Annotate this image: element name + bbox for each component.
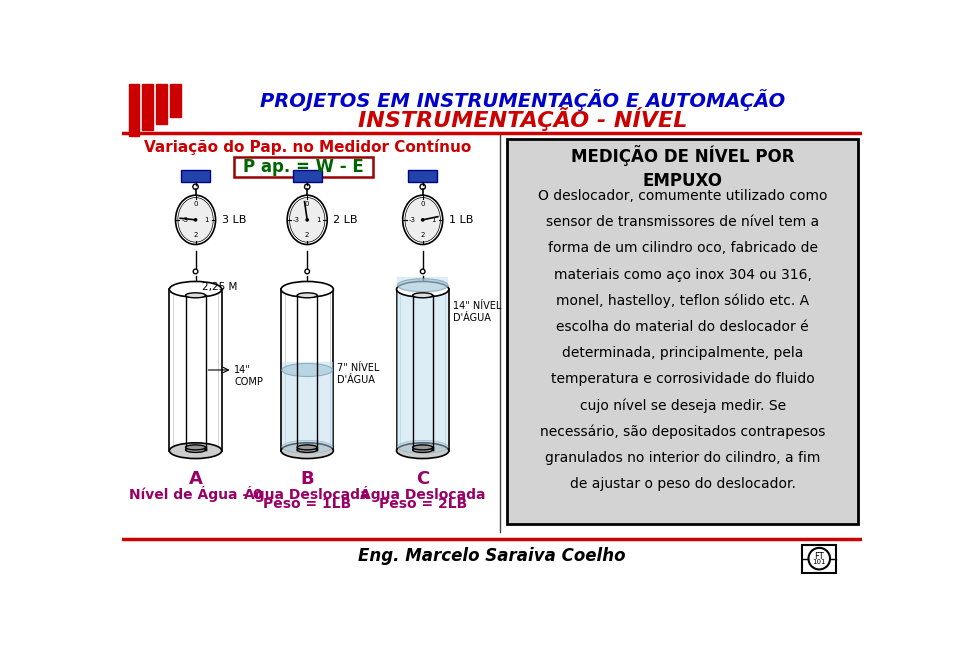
Ellipse shape	[298, 293, 317, 298]
Text: 1: 1	[316, 217, 321, 223]
Ellipse shape	[169, 443, 222, 459]
Text: MEDIÇÃO DE NÍVEL POR
EMPUXO: MEDIÇÃO DE NÍVEL POR EMPUXO	[571, 145, 794, 190]
Ellipse shape	[290, 197, 324, 242]
Ellipse shape	[282, 363, 332, 377]
Text: Peso = 2LB: Peso = 2LB	[378, 497, 467, 511]
Text: monel, hastelloy, teflon sólido etc. A: monel, hastelloy, teflon sólido etc. A	[556, 293, 809, 308]
Circle shape	[808, 548, 830, 570]
Text: Variação do Pap. no Medidor Contínuo: Variação do Pap. no Medidor Contínuo	[144, 139, 470, 155]
Bar	[234, 157, 372, 177]
Circle shape	[194, 219, 197, 221]
Text: 0: 0	[420, 201, 425, 208]
Text: forma de um cilindro oco, fabricado de: forma de um cilindro oco, fabricado de	[547, 241, 818, 255]
Text: Água Deslocada: Água Deslocada	[360, 486, 486, 502]
Ellipse shape	[396, 281, 449, 297]
Ellipse shape	[413, 448, 433, 452]
Text: 1 LB: 1 LB	[449, 215, 473, 225]
Text: -3: -3	[181, 217, 188, 223]
Text: cujo nível se deseja medir. Se: cujo nível se deseja medir. Se	[580, 399, 785, 413]
Ellipse shape	[405, 197, 441, 242]
Text: 2 LB: 2 LB	[333, 215, 358, 225]
Text: temperatura e corrosividade do fluido: temperatura e corrosividade do fluido	[551, 372, 814, 386]
Ellipse shape	[185, 445, 205, 450]
Ellipse shape	[281, 281, 333, 297]
Text: 2,25 M: 2,25 M	[202, 282, 237, 292]
Text: granulados no interior do cilindro, a fim: granulados no interior do cilindro, a fi…	[545, 451, 820, 465]
Text: 14" NÍVEL
D'ÁGUA: 14" NÍVEL D'ÁGUA	[453, 301, 501, 323]
Text: determinada, principalmente, pela: determinada, principalmente, pela	[562, 346, 804, 360]
Text: P ap. = W - E: P ap. = W - E	[243, 158, 364, 175]
Ellipse shape	[178, 197, 213, 242]
Bar	[508, 139, 857, 524]
Text: 0: 0	[193, 201, 198, 208]
Ellipse shape	[169, 281, 222, 297]
Ellipse shape	[176, 195, 216, 244]
Bar	[408, 170, 438, 182]
Ellipse shape	[413, 293, 433, 298]
Text: 2: 2	[193, 232, 198, 238]
Ellipse shape	[287, 195, 327, 244]
Text: 0: 0	[305, 201, 309, 208]
Circle shape	[421, 219, 424, 221]
Text: Eng. Marcelo Saraiva Coelho: Eng. Marcelo Saraiva Coelho	[358, 547, 626, 565]
Ellipse shape	[282, 441, 332, 453]
Text: 2: 2	[420, 232, 425, 238]
Text: FT: FT	[814, 552, 824, 561]
Text: necessário, são depositados contrapesos: necessário, são depositados contrapesos	[540, 424, 826, 439]
Text: Peso = 1LB: Peso = 1LB	[263, 497, 351, 511]
Text: 3 LB: 3 LB	[222, 215, 246, 225]
Text: C: C	[416, 470, 429, 488]
Text: Nível de Água - 0: Nível de Água - 0	[129, 486, 262, 502]
Text: escolha do material do deslocador é: escolha do material do deslocador é	[556, 320, 809, 334]
Text: B: B	[300, 470, 314, 488]
Text: 14"
COMP: 14" COMP	[234, 365, 263, 387]
Text: Água Deslocada: Água Deslocada	[245, 486, 370, 502]
Bar	[293, 170, 322, 182]
Circle shape	[306, 219, 308, 221]
Bar	[180, 170, 210, 182]
Ellipse shape	[298, 448, 317, 452]
Text: 7" NÍVEL
D'ÁGUA: 7" NÍVEL D'ÁGUA	[337, 363, 379, 384]
Polygon shape	[156, 84, 167, 124]
Text: A: A	[188, 470, 203, 488]
Ellipse shape	[397, 279, 448, 292]
Ellipse shape	[396, 443, 449, 459]
Text: INSTRUMENTAÇÃO - NÍVEL: INSTRUMENTAÇÃO - NÍVEL	[358, 106, 687, 131]
Ellipse shape	[413, 445, 433, 450]
Polygon shape	[129, 84, 139, 136]
Text: 1: 1	[431, 217, 436, 223]
Bar	[397, 277, 448, 451]
Ellipse shape	[185, 293, 205, 298]
Text: materiais como aço inox 304 ou 316,: materiais como aço inox 304 ou 316,	[554, 268, 811, 282]
Text: O deslocador, comumente utilizado como: O deslocador, comumente utilizado como	[538, 189, 828, 203]
Text: de ajustar o peso do deslocador.: de ajustar o peso do deslocador.	[569, 477, 796, 491]
Polygon shape	[170, 84, 180, 117]
Polygon shape	[142, 84, 154, 130]
Text: 101: 101	[812, 559, 826, 565]
Text: PROJETOS EM INSTRUMENTAÇÃO E AUTOMAÇÃO: PROJETOS EM INSTRUMENTAÇÃO E AUTOMAÇÃO	[260, 89, 785, 111]
Ellipse shape	[402, 195, 443, 244]
Bar	[803, 545, 836, 573]
Text: 1: 1	[204, 217, 208, 223]
Ellipse shape	[281, 443, 333, 459]
Text: -3: -3	[293, 217, 300, 223]
Text: sensor de transmissores de nível tem a: sensor de transmissores de nível tem a	[546, 215, 819, 229]
Ellipse shape	[298, 445, 317, 450]
Ellipse shape	[397, 441, 448, 453]
Bar	[282, 362, 332, 451]
Ellipse shape	[185, 448, 205, 452]
Text: 2: 2	[305, 232, 309, 238]
Text: -3: -3	[408, 217, 416, 223]
